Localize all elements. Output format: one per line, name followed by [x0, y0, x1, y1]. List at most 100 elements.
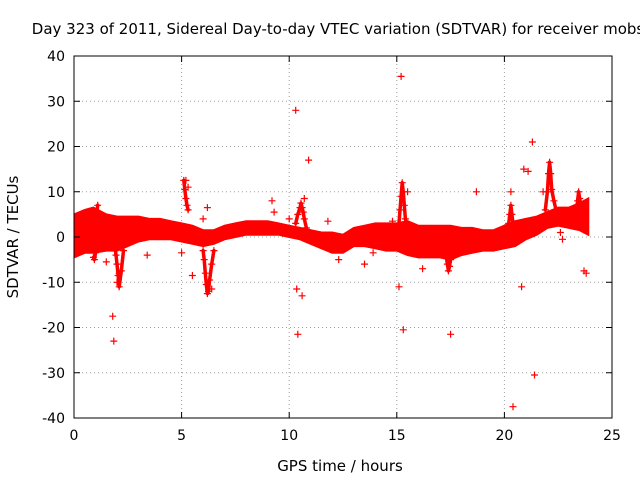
data-point: [208, 285, 216, 293]
data-point: [419, 265, 427, 273]
data-point: [85, 240, 93, 248]
x-axis-label: GPS time / hours: [277, 457, 403, 475]
spike-point: [94, 201, 102, 209]
x-tick-label: 25: [603, 428, 621, 444]
spike-point: [509, 219, 517, 227]
spike-point: [444, 267, 452, 275]
spike-point: [546, 158, 554, 166]
spike-point: [571, 215, 579, 223]
chart-title: Day 323 of 2011, Sidereal Day-to-day VTE…: [32, 20, 640, 38]
data-point: [389, 217, 396, 225]
spike-point: [395, 219, 403, 227]
data-point: [188, 272, 196, 279]
data-point: [335, 256, 343, 264]
data-point: [582, 269, 590, 277]
data-point: [559, 235, 566, 243]
spike-point: [446, 262, 453, 270]
spike-point: [294, 210, 302, 218]
data-point: [109, 312, 117, 320]
data-point: [300, 195, 308, 202]
data-point: [539, 188, 547, 196]
spike-point: [575, 188, 583, 196]
data-point: [447, 330, 455, 338]
data-point: [203, 204, 211, 212]
spike-point: [550, 197, 558, 205]
data-point: [399, 326, 407, 334]
spike-point: [401, 215, 409, 223]
spike-point: [548, 186, 556, 193]
spike-point: [573, 206, 580, 214]
spike-point: [208, 260, 216, 268]
y-tick-label: 0: [56, 230, 65, 246]
spike-point: [576, 195, 584, 202]
y-tick-label: -20: [42, 321, 65, 337]
spike-point: [442, 253, 450, 261]
spike-point: [396, 206, 404, 214]
y-tick-label: 20: [47, 140, 65, 156]
data-point: [546, 217, 554, 225]
spike-point: [112, 251, 120, 259]
data-point: [182, 176, 190, 184]
data-point: [528, 138, 536, 146]
spike-point: [92, 249, 99, 257]
y-axis-label: SDTVAR / TECUs: [4, 175, 22, 298]
data-point: [113, 278, 121, 286]
data-point: [294, 330, 302, 338]
spike-point: [507, 201, 515, 209]
data-point: [102, 258, 110, 266]
x-tick-label: 10: [280, 428, 298, 444]
spike-point: [547, 170, 555, 178]
data-point: [293, 285, 301, 293]
spike-point: [298, 204, 306, 212]
y-tick-label: -30: [42, 366, 65, 382]
spike-point: [297, 199, 305, 207]
spike-point: [202, 281, 210, 288]
y-tick-label: 10: [47, 185, 65, 201]
spike-point: [299, 208, 307, 216]
data-point: [404, 188, 412, 196]
spike-point: [111, 242, 119, 250]
x-tick-label: 20: [495, 428, 513, 444]
spike-point: [447, 256, 455, 264]
spike-point: [200, 256, 208, 264]
data-point: [369, 249, 377, 257]
data-point: [472, 188, 480, 196]
spike-point: [404, 224, 412, 232]
spike-point: [183, 201, 191, 209]
data-point: [184, 183, 192, 191]
data-point: [178, 249, 186, 257]
spike-point: [578, 210, 586, 218]
data-point: [110, 337, 118, 345]
data-point: [298, 292, 306, 300]
spike-point: [541, 206, 549, 214]
data-point: [567, 210, 575, 218]
data-band-layer: [74, 196, 590, 261]
data-point: [292, 106, 300, 114]
data-band: [74, 196, 590, 261]
spike-point: [201, 269, 209, 277]
data-point: [507, 188, 515, 196]
data-point: [397, 72, 405, 80]
spike-point: [398, 179, 406, 187]
spike-point: [113, 260, 121, 268]
data-point: [395, 283, 403, 291]
data-point: [268, 197, 276, 205]
x-tick-label: 5: [177, 428, 186, 444]
data-point: [509, 403, 517, 411]
x-tick-label: 0: [70, 428, 79, 444]
y-tick-label: -40: [42, 411, 65, 427]
spike-point: [300, 215, 308, 223]
data-point: [285, 215, 293, 223]
data-point: [513, 226, 521, 234]
y-tick-label: 30: [47, 94, 65, 110]
spike-point: [184, 206, 192, 214]
y-tick-label: -10: [42, 275, 65, 291]
data-point: [556, 229, 564, 236]
data-marks: [85, 72, 590, 411]
spike-point: [115, 283, 123, 291]
data-point: [199, 215, 207, 223]
spike-point: [90, 256, 98, 264]
data-point: [361, 260, 368, 268]
spike-point: [552, 206, 560, 214]
